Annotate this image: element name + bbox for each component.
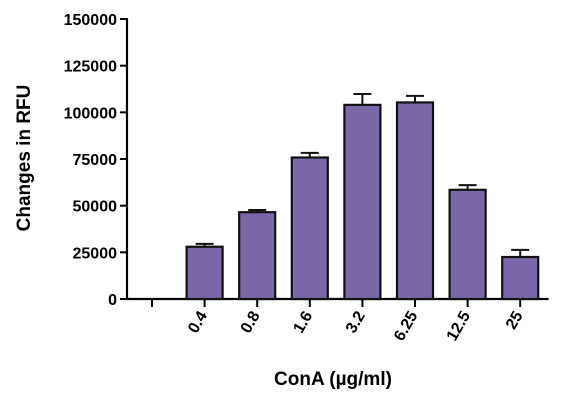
x-tick-label: 0.8 [238, 308, 264, 336]
y-axis-title: Changes in RFU [14, 85, 35, 232]
x-axis-title: ConA (µg/ml) [274, 369, 392, 390]
x-tick-label: 1.6 [290, 308, 316, 336]
bar [185, 245, 224, 301]
bar [448, 188, 487, 301]
bar [343, 103, 382, 301]
y-tick-label: 125000 [64, 59, 117, 76]
x-axis: 0.4 0.8 1.6 3.2 6.25 12.5 25 [126, 297, 549, 344]
bar [238, 211, 277, 301]
x-tick-label: 6.25 [391, 308, 421, 344]
bars [185, 93, 540, 301]
bar [395, 101, 435, 301]
y-tick-label: 25000 [73, 245, 118, 262]
x-tick-label: 12.5 [444, 308, 474, 344]
y-tick-label: 100000 [64, 105, 117, 122]
x-tick-label: 0.4 [185, 308, 211, 336]
y-tick-label: 0 [108, 292, 117, 309]
bar [290, 156, 329, 301]
y-tick-label: 150000 [64, 12, 117, 29]
x-tick-label: 25 [503, 308, 527, 332]
x-tick-label: 3.2 [343, 308, 369, 336]
y-tick-label: 75000 [73, 152, 118, 169]
y-tick-label: 50000 [73, 199, 118, 216]
y-axis: 0 25000 50000 75000 100000 125000 150000 [64, 12, 129, 309]
bar [501, 255, 540, 301]
